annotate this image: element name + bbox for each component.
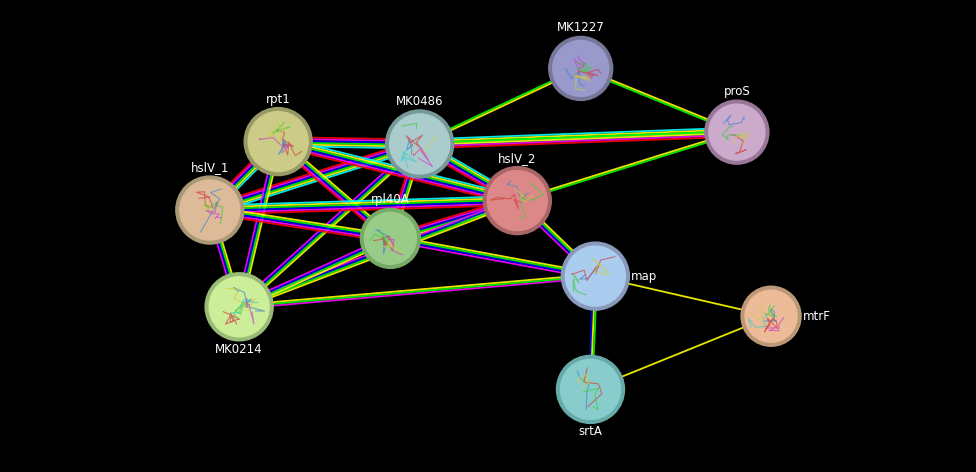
Text: rpt1: rpt1	[265, 93, 291, 106]
Circle shape	[487, 170, 548, 231]
Text: MK0486: MK0486	[396, 95, 443, 108]
Circle shape	[556, 355, 625, 423]
Circle shape	[209, 277, 269, 337]
Circle shape	[745, 290, 797, 342]
Circle shape	[180, 180, 240, 240]
Circle shape	[389, 114, 450, 174]
Text: rpl40A: rpl40A	[371, 194, 410, 206]
Text: MK1227: MK1227	[557, 21, 604, 34]
Text: proS: proS	[723, 85, 751, 98]
Circle shape	[560, 359, 621, 420]
Text: mtrF: mtrF	[803, 310, 831, 323]
Circle shape	[360, 208, 421, 269]
Circle shape	[244, 108, 312, 176]
Text: srtA: srtA	[579, 425, 602, 438]
Circle shape	[705, 100, 769, 164]
Text: map: map	[631, 270, 658, 283]
Circle shape	[205, 273, 273, 341]
Circle shape	[248, 111, 308, 172]
Circle shape	[561, 242, 630, 310]
Circle shape	[549, 36, 613, 101]
Text: MK0214: MK0214	[216, 343, 263, 356]
Circle shape	[483, 167, 551, 235]
Circle shape	[565, 246, 626, 306]
Circle shape	[709, 104, 765, 160]
Circle shape	[364, 212, 417, 264]
Text: hslV_2: hslV_2	[498, 152, 537, 165]
Text: hslV_1: hslV_1	[190, 161, 229, 174]
Circle shape	[741, 286, 801, 346]
Circle shape	[552, 41, 609, 96]
Circle shape	[176, 176, 244, 244]
Circle shape	[386, 110, 454, 178]
